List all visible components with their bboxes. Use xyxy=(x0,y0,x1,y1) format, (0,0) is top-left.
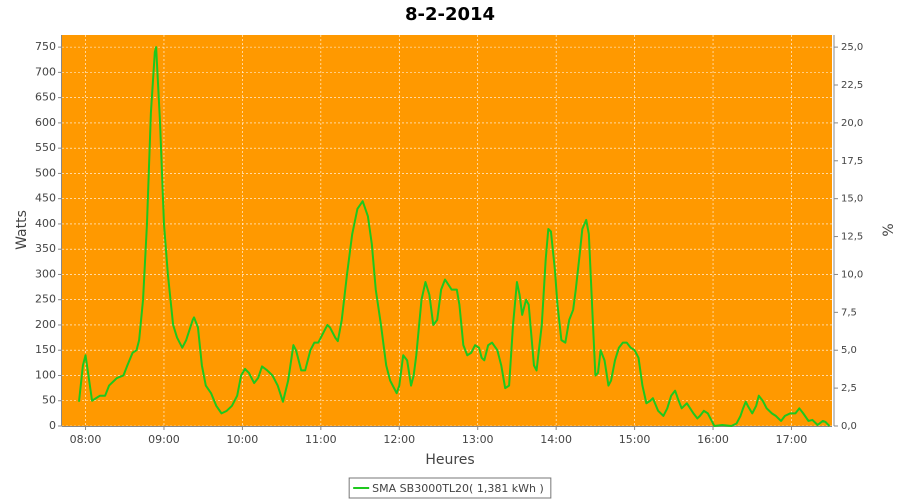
y-tick-label: 0 xyxy=(49,419,56,432)
y-tick-label: 500 xyxy=(35,166,56,179)
x-tick-label: 14:00 xyxy=(540,433,572,446)
legend: SMA SB3000TL20( 1,381 kWh ) xyxy=(348,477,552,499)
y2-tick-label: 22,5 xyxy=(841,80,863,91)
y-tick-label: 650 xyxy=(35,91,56,104)
y2-tick-label: 5,0 xyxy=(841,345,857,356)
plot-area xyxy=(62,35,832,426)
x-tick-label: 09:00 xyxy=(148,433,180,446)
y-tick-label: 150 xyxy=(35,343,56,356)
x-tick-label: 13:00 xyxy=(462,433,494,446)
y2-tick-label: 25,0 xyxy=(841,42,863,53)
y-tick-label: 400 xyxy=(35,217,56,230)
x-tick-label: 12:00 xyxy=(383,433,415,446)
x-tick-label: 10:00 xyxy=(227,433,259,446)
y2-tick-label: 0,0 xyxy=(841,421,857,432)
y-tick-label: 750 xyxy=(35,40,56,53)
y-axis-label: Watts xyxy=(14,210,30,250)
y2-tick-label: 7,5 xyxy=(841,307,857,318)
y-tick-label: 550 xyxy=(35,141,56,154)
y2-tick-label: 15,0 xyxy=(841,194,863,205)
x-tick-label: 16:00 xyxy=(697,433,729,446)
x-tick-label: 15:00 xyxy=(619,433,651,446)
y-tick-label: 300 xyxy=(35,267,56,280)
data-line xyxy=(77,46,831,427)
y-tick-label: 450 xyxy=(35,192,56,205)
y2-tick-label: 12,5 xyxy=(841,232,863,243)
legend-box xyxy=(348,477,552,499)
y-tick-label: 700 xyxy=(35,65,56,78)
x-tick-label: 11:00 xyxy=(305,433,337,446)
y-tick-label: 250 xyxy=(35,293,56,306)
y-tick-label: 600 xyxy=(35,116,56,129)
x-tick-label: 17:00 xyxy=(776,433,808,446)
y-tick-label: 50 xyxy=(42,394,56,407)
y2-tick-label: 17,5 xyxy=(841,156,863,167)
chart-title: 8-2-2014 xyxy=(405,4,495,25)
x-axis-label: Heures xyxy=(425,452,474,468)
y2-tick-label: 2,5 xyxy=(841,383,857,394)
y2-tick-label: 10,0 xyxy=(841,269,863,280)
y-tick-label: 200 xyxy=(35,318,56,331)
x-tick-label: 08:00 xyxy=(70,433,102,446)
y-tick-label: 100 xyxy=(35,368,56,381)
y2-tick-label: 20,0 xyxy=(841,118,863,129)
y2-axis-label: % xyxy=(881,223,897,236)
legend-label: SMA SB3000TL20( 1,381 kWh ) xyxy=(372,482,544,495)
y-tick-label: 350 xyxy=(35,242,56,255)
